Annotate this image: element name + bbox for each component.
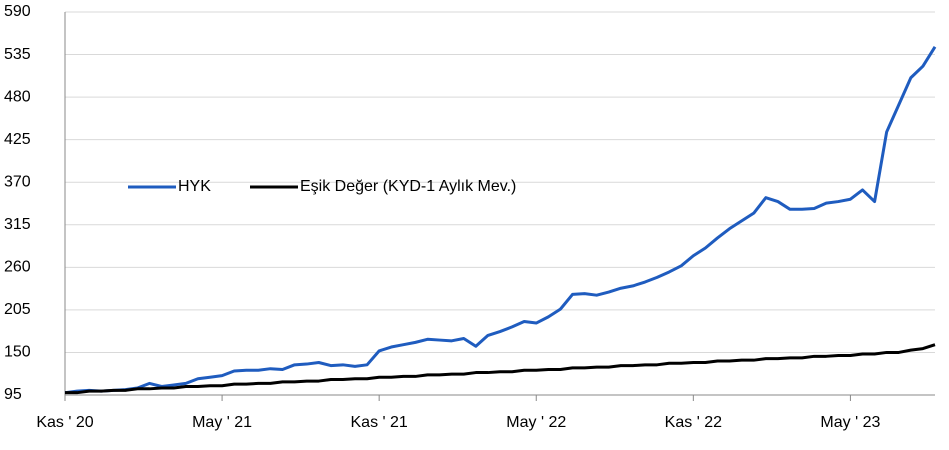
- y-tick-label: 150: [4, 344, 31, 361]
- y-tick-label: 535: [4, 46, 31, 63]
- y-tick-label: 480: [4, 88, 31, 105]
- line-series: [65, 343, 936, 395]
- x-tick-label: May ' 23: [820, 414, 880, 431]
- line-series: [64, 46, 937, 395]
- legend-label: HYK: [178, 178, 211, 195]
- y-tick-label: 260: [4, 259, 31, 276]
- y-tick-label: 590: [4, 3, 31, 20]
- y-tick-label: 370: [4, 173, 31, 190]
- legend-label: Eşik Değer (KYD-1 Aylık Mev.): [300, 178, 516, 195]
- x-tick-label: Kas ' 21: [351, 414, 408, 431]
- y-tick-label: 315: [4, 216, 31, 233]
- x-tick-label: Kas ' 20: [36, 414, 93, 431]
- y-tick-label: 205: [4, 301, 31, 318]
- x-tick-label: May ' 21: [192, 414, 252, 431]
- x-tick-label: Kas ' 22: [665, 414, 722, 431]
- y-tick-label: 95: [4, 386, 22, 403]
- x-tick-label: May ' 22: [506, 414, 566, 431]
- y-tick-label: 425: [4, 131, 31, 148]
